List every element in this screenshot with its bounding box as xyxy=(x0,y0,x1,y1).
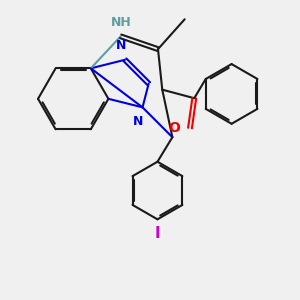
Text: N: N xyxy=(133,115,143,128)
Text: N: N xyxy=(116,39,126,52)
Text: I: I xyxy=(155,226,160,241)
Text: O: O xyxy=(169,121,180,135)
Text: NH: NH xyxy=(111,16,132,29)
